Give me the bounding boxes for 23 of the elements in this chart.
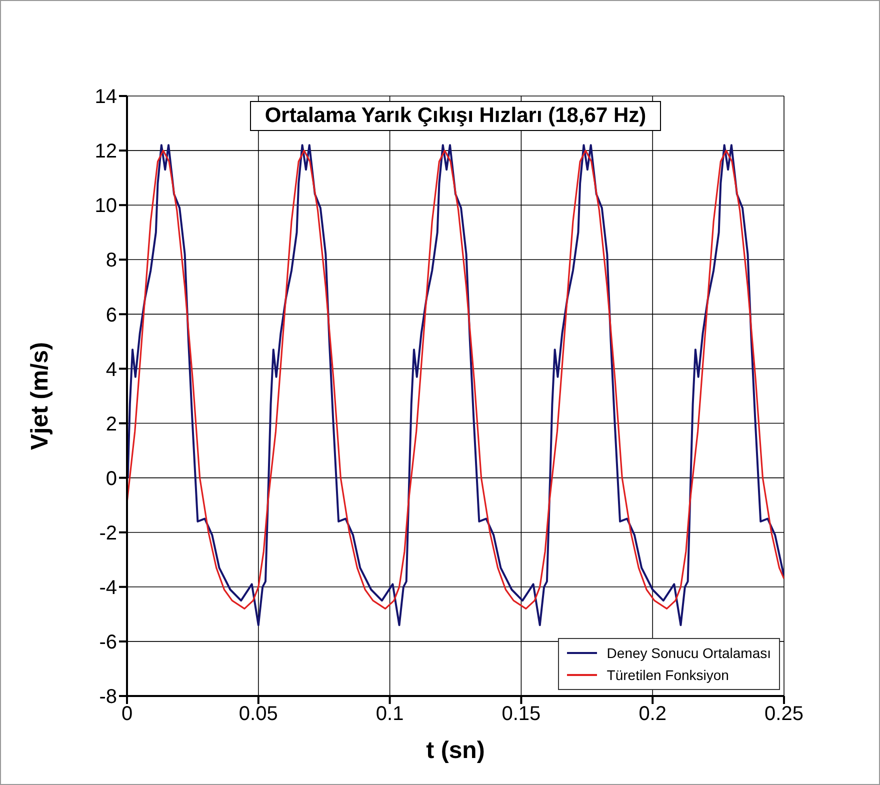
x-tick-label: 0.25: [764, 703, 804, 726]
y-tick-label: 4: [106, 358, 117, 381]
y-tick-label: 8: [106, 250, 117, 272]
chart-title: Ortalama Yarık Çıkışı Hızları (18,67 Hz): [250, 101, 662, 131]
y-tick-label: -2: [99, 522, 117, 544]
y-tick-label: 10: [94, 195, 117, 218]
y-axis-title: Vjet (m/s): [26, 342, 54, 450]
x-tick-label: 0.05: [238, 703, 278, 726]
y-tick-label: -4: [99, 577, 117, 600]
legend-label: Türetilen Fonksiyon: [606, 667, 729, 683]
x-tick-label: 0: [121, 703, 133, 726]
y-tick-label: -8: [99, 686, 117, 708]
y-tick-label: 6: [106, 304, 117, 326]
y-tick-label: 0: [106, 468, 117, 490]
y-tick-label: -6: [99, 632, 117, 654]
x-tick-label: 0.15: [502, 703, 541, 726]
y-tick-label: 14: [94, 86, 117, 108]
x-tick-label: 0.2: [638, 703, 667, 726]
x-axis-title: t (sn): [426, 737, 485, 764]
x-tick-label: 0.1: [376, 703, 404, 726]
y-tick-label: 12: [94, 140, 117, 163]
legend-label: Deney Sonucu Ortalaması: [606, 645, 771, 661]
y-tick-label: 2: [106, 413, 117, 436]
